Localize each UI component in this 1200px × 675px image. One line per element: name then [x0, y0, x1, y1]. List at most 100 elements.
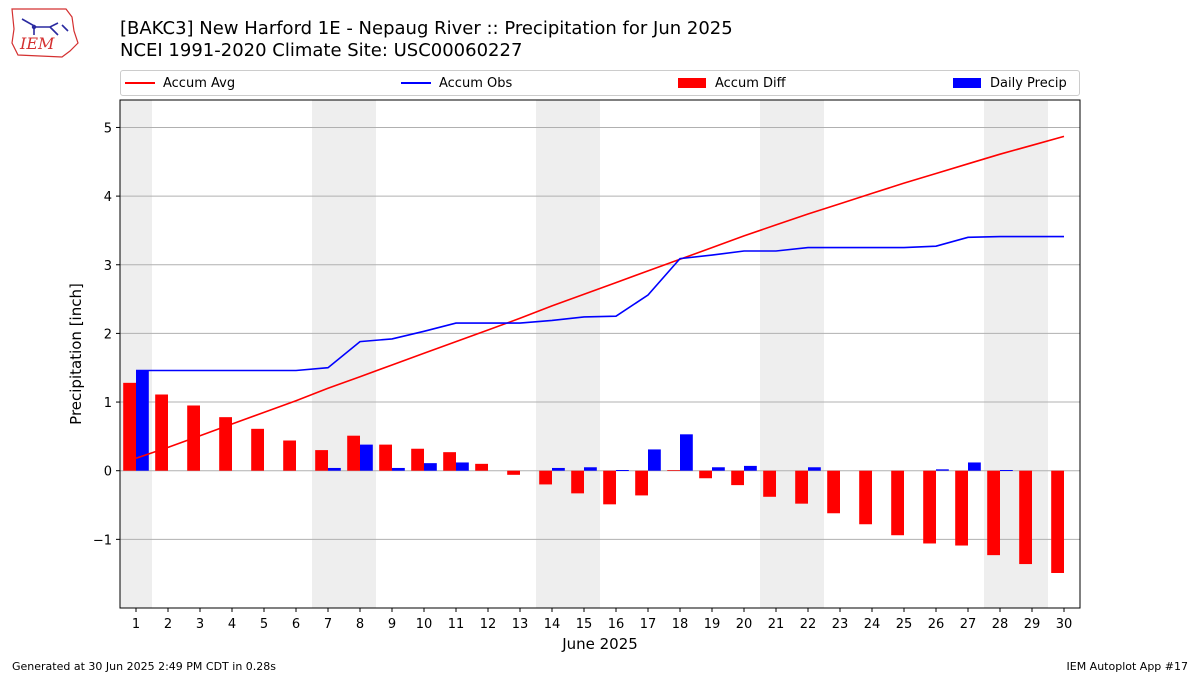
weekend-shade — [792, 100, 824, 608]
weekend-shade — [120, 100, 152, 608]
y-axis-label: Precipitation [inch] — [67, 283, 85, 425]
accum-diff-bar — [379, 444, 392, 471]
accum-diff-bar — [1051, 470, 1064, 573]
legend-accum-avg-label: Accum Avg — [163, 75, 236, 91]
daily-precip-bar — [552, 467, 565, 471]
accum-obs-line — [136, 235, 1064, 372]
x-tick-label: 4 — [228, 617, 236, 632]
weekend-shade — [344, 100, 376, 608]
daily-precip-bar — [648, 449, 661, 471]
y-tick-label: 4 — [104, 190, 112, 205]
accum-diff-bar — [219, 417, 232, 471]
accum-avg-line — [135, 135, 1065, 460]
accum-diff-bar — [315, 450, 328, 471]
weekend-shade — [568, 100, 600, 608]
legend-accum-obs-label: Accum Obs — [439, 75, 513, 91]
daily-precip-bar — [424, 463, 437, 471]
chart-subtitle: NCEI 1991-2020 Climate Site: USC00060227 — [120, 40, 523, 61]
x-tick-label: 17 — [640, 617, 657, 632]
legend-daily-precip-label: Daily Precip — [990, 75, 1067, 91]
y-tick-label: 1 — [104, 396, 112, 411]
x-tick-label: 24 — [864, 617, 881, 632]
x-tick-label: 6 — [292, 617, 300, 632]
accum-diff-bar — [155, 394, 168, 471]
accum-diff-bar — [539, 470, 552, 485]
accum-diff-bar — [667, 470, 680, 471]
x-tick-label: 8 — [356, 617, 364, 632]
daily-precip-bar — [680, 434, 693, 471]
x-tick-label: 3 — [196, 617, 204, 632]
accum-diff-bar — [443, 452, 456, 471]
legend-daily-precip-swatch — [953, 78, 981, 88]
daily-precip-bar — [808, 467, 821, 471]
legend-accum-obs: Accum Obs — [401, 71, 512, 95]
accum-diff-bar — [507, 470, 520, 475]
legend-accum-avg: Accum Avg — [125, 71, 235, 95]
accum-diff-bar — [571, 470, 584, 494]
accum-diff-bar — [603, 470, 616, 505]
x-tick-label: 25 — [896, 617, 913, 632]
x-tick-label: 18 — [672, 617, 689, 632]
accum-diff-bar — [411, 448, 424, 471]
x-tick-label: 11 — [448, 617, 465, 632]
accum-diff-bar — [827, 470, 840, 514]
x-tick-label: 13 — [512, 617, 529, 632]
x-axis-label: June 2025 — [561, 635, 638, 653]
accum-diff-bar — [891, 470, 904, 536]
y-tick-label: 0 — [104, 465, 112, 480]
x-tick-label: 1 — [132, 617, 140, 632]
iem-logo: IEM — [11, 8, 79, 58]
accum-diff-bar — [475, 463, 488, 471]
accum-diff-bar — [923, 470, 936, 544]
y-tick-label: 5 — [104, 121, 112, 136]
legend-accum-obs-swatch — [401, 82, 431, 84]
app-credit: IEM Autoplot App #17 — [1066, 660, 1189, 673]
logo-text: IEM — [19, 34, 55, 53]
daily-precip-bar — [328, 467, 341, 471]
x-tick-label: 28 — [992, 617, 1009, 632]
x-tick-label: 7 — [324, 617, 332, 632]
daily-precip-bar — [584, 467, 597, 471]
chart-title: [BAKC3] New Harford 1E - Nepaug River ::… — [120, 18, 733, 39]
accum-diff-bar — [699, 470, 712, 479]
daily-precip-bar — [136, 370, 149, 471]
y-tick-label: 2 — [104, 327, 112, 342]
x-tick-label: 20 — [736, 617, 753, 632]
accum-diff-bar — [1019, 470, 1032, 565]
daily-precip-bar — [360, 444, 373, 471]
legend: Accum Avg Accum Obs Accum Diff Daily Pre… — [120, 70, 1080, 96]
accum-diff-bar — [795, 470, 808, 504]
x-tick-label: 10 — [416, 617, 433, 632]
accum-diff-bar — [731, 470, 744, 486]
x-tick-label: 30 — [1056, 617, 1073, 632]
legend-accum-avg-swatch — [125, 82, 155, 84]
daily-precip-bar — [392, 467, 405, 471]
x-tick-label: 5 — [260, 617, 268, 632]
x-tick-label: 14 — [544, 617, 561, 632]
legend-accum-diff-swatch — [678, 78, 706, 88]
daily-precip-bar — [744, 465, 757, 471]
daily-precip-bar — [936, 469, 949, 471]
x-tick-label: 15 — [576, 617, 593, 632]
weekend-shade — [760, 100, 792, 608]
plot-frame — [119, 99, 1081, 609]
x-tick-label: 22 — [800, 617, 817, 632]
x-tick-label: 19 — [704, 617, 721, 632]
daily-precip-bar — [712, 467, 725, 471]
daily-precip-bar — [1000, 470, 1013, 472]
y-tick-label: 3 — [104, 259, 112, 274]
daily-precip-bar — [616, 470, 629, 472]
x-tick-label: 2 — [164, 617, 172, 632]
accum-diff-bar — [123, 382, 136, 471]
generated-timestamp: Generated at 30 Jun 2025 2:49 PM CDT in … — [12, 660, 277, 673]
x-tick-label: 27 — [960, 617, 977, 632]
accum-diff-bar — [347, 435, 360, 471]
legend-daily-precip: Daily Precip — [953, 71, 1067, 95]
accum-diff-bar — [763, 470, 776, 497]
accum-diff-bar — [859, 470, 872, 525]
x-tick-label: 23 — [832, 617, 849, 632]
x-tick-label: 9 — [388, 617, 396, 632]
accum-diff-bar — [955, 470, 968, 546]
legend-accum-diff: Accum Diff — [678, 71, 786, 95]
